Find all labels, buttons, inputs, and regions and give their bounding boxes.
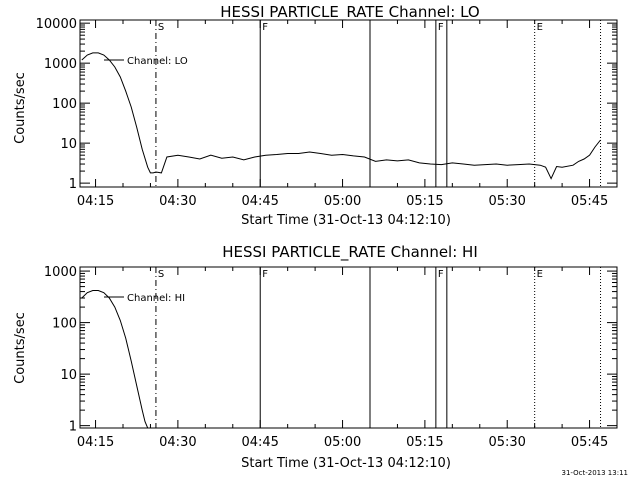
panel-1-y-tick-label: 10: [60, 137, 77, 152]
panel-1-x-tick-label: 05:15: [406, 194, 443, 209]
panel-2-event-flag-label: F: [438, 269, 444, 280]
footer-timestamp: 31-Oct-2013 13:11: [562, 469, 628, 477]
bottom-panel-y-axis-label: Counts/sec: [13, 312, 28, 384]
bottom-panel-title: HESSI PARTICLE_RATE Channel: HI: [222, 243, 478, 262]
panel-2-x-tick-label: 05:30: [488, 435, 525, 450]
panel-2-event-flag-label: F: [262, 269, 268, 280]
panel-2-event-flag-label: S: [158, 269, 164, 280]
panel-1-x-tick-label: 05:45: [571, 194, 608, 209]
panel-1-legend-label: Channel: LO: [127, 56, 188, 67]
panel-2-x-tick-label: 04:45: [241, 435, 278, 450]
panel-2-x-tick-label: 04:30: [159, 435, 196, 450]
panel-2-plot-frame: [79, 266, 618, 429]
panel-1-y-tick-label: 100: [52, 97, 77, 112]
panel-1-series-line: [81, 52, 601, 180]
bottom-panel-x-axis-label: Start Time (31-Oct-13 04:12:10): [241, 456, 451, 471]
panel-2-series-line: [81, 290, 151, 429]
panel-1-event-flag-label: E: [537, 22, 543, 33]
panel-2-y-tick-label: 1: [69, 420, 77, 435]
panel-1-event-flag-label: F: [438, 22, 444, 33]
top-panel-title: HESSI PARTICLE_RATE Channel: LO: [220, 3, 479, 22]
panel-1-event-flag-label: S: [158, 22, 164, 33]
panel-2-y-tick-label: 1000: [44, 265, 77, 280]
panel-2-y-tick-label: 10: [60, 368, 77, 383]
panel-1-x-tick-label: 04:45: [241, 194, 278, 209]
top-panel-x-axis-label: Start Time (31-Oct-13 04:12:10): [241, 213, 451, 228]
panel-1-x-tick-label: 05:00: [324, 194, 361, 209]
panel-2-x-tick-label: 05:45: [571, 435, 608, 450]
panel-1-y-tick-label: 1000: [44, 57, 77, 72]
panel-2-x-tick-label: 05:00: [324, 435, 361, 450]
panel-1-x-tick-label: 04:15: [77, 194, 114, 209]
bottom-panel-plot: 04:15 04:30 04:45 05:00 05:15 05:30 05:45 1 10 10…: [44, 265, 618, 450]
panel-2-legend-label: Channel: HI: [127, 293, 185, 304]
panel-1-event-flag-label: F: [262, 22, 268, 33]
top-panel-y-axis-label: Counts/sec: [13, 72, 28, 144]
panel-2-y-tick-label: 100: [52, 317, 77, 332]
panel-1-y-tick-label: 1: [69, 177, 77, 192]
panel-1-x-tick-label: 05:30: [488, 194, 525, 209]
top-panel-plot: 04:15 04:30 04:45 05:00 05:15 05:30 05:45 1 10 10…: [36, 17, 618, 209]
panel-2-event-flag-label: E: [537, 269, 543, 280]
panel-2-x-tick-label: 05:15: [406, 435, 443, 450]
panel-1-x-tick-label: 04:30: [159, 194, 196, 209]
panel-2-x-tick-label: 04:15: [77, 435, 114, 450]
panel-1-y-tick-label: 10000: [36, 17, 77, 32]
